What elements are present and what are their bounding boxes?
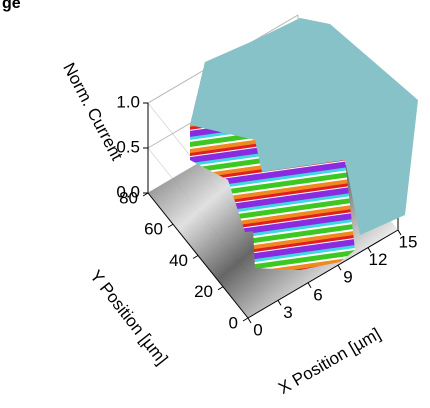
z-axis-title: Norm. Current [59, 60, 126, 164]
x-tick-label: 9 [343, 268, 352, 287]
surface-side [250, 160, 355, 270]
y-tick [218, 287, 223, 290]
x-axis-title: X Position [µm] [275, 324, 384, 398]
x-tick-label: 0 [253, 320, 262, 339]
y-tick [168, 224, 173, 227]
x-tick [338, 265, 341, 270]
chart: ge 036912150204060800.00.51.0 X Position… [0, 0, 430, 408]
y-tick-label: 40 [169, 251, 188, 270]
y-tick [243, 318, 248, 321]
x-tick [278, 300, 281, 305]
x-tick-label: 3 [283, 303, 292, 322]
chart-title: ge [2, 0, 21, 12]
y-tick [193, 256, 198, 259]
x-tick [248, 318, 251, 323]
z-tick-label: 0.0 [116, 182, 140, 201]
y-axis-title: Y Position [µm] [86, 266, 171, 368]
x-tick-label: 12 [369, 250, 388, 269]
x-tick [308, 283, 311, 288]
x-tick-label: 15 [399, 232, 418, 251]
y-tick-label: 0 [229, 313, 238, 332]
y-tick-label: 20 [194, 282, 213, 301]
y-tick-label: 60 [144, 220, 163, 239]
x-tick-label: 6 [313, 285, 322, 304]
z-tick-label: 1.0 [116, 92, 140, 111]
